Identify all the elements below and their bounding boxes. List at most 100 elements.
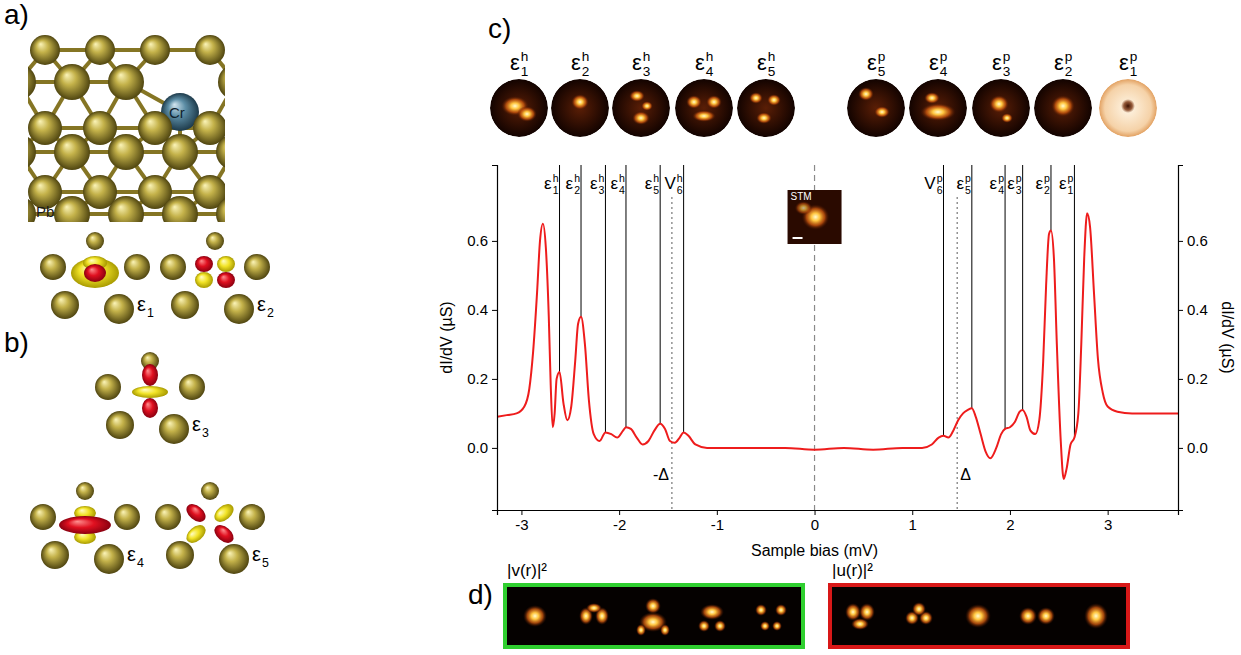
map-blob [706,95,722,109]
label-symbol: V [924,174,936,193]
atom-label: Cr [169,104,185,121]
pb-atom [41,541,69,569]
map-blob [586,603,602,613]
pb-atom [54,196,90,222]
pb-atom [108,64,144,100]
panel-a-structure [28,35,225,222]
label-sub: 5 [878,64,886,79]
label-sub: 4 [619,184,625,196]
pb-atom [216,196,225,222]
axis-line [492,166,498,511]
map-blob [965,604,991,628]
map-blob [636,624,646,636]
pb-atom [159,414,189,444]
map-box [505,585,803,647]
peak-line [581,165,582,317]
map-label: εp1 [1119,49,1137,79]
map-blob [698,620,710,632]
orbital-cluster [155,482,265,574]
map-background [737,79,795,137]
didv-curve [497,213,1178,479]
peak-label: εp2 [1036,172,1051,196]
map-image [675,79,733,137]
label-symbol: ε [257,293,266,315]
pb-atom [179,374,205,400]
map-blob [912,602,926,616]
map-background [972,79,1030,137]
peak-line [683,165,684,432]
tick-label: -1 [711,516,724,533]
box-label: |v(r)|² [507,561,547,580]
peak-label: εh2 [566,172,581,196]
map-blob [756,112,772,124]
pb-atom [83,111,117,145]
pb-atom [108,134,144,170]
tick-label: 3 [1104,516,1112,533]
peak-line [559,165,560,372]
label-sub: 1 [1068,184,1074,196]
pb-atom [160,254,186,280]
pb-atom [155,504,181,530]
label-sub: 6 [677,184,683,196]
pb-atom [218,64,225,100]
label-symbol: ε [757,50,767,75]
tick-mark [1178,310,1183,311]
label-symbol: ε [645,174,653,193]
map-background [551,79,609,137]
tick: -2 [613,510,626,533]
orbital-lobe [132,386,168,398]
peak-label: Vh6 [664,172,682,196]
figure: a)CrPbb)ε1ε2ε3ε4ε5c)εh1εh2εh3εh4εh5εp5εp… [0,0,1241,655]
tick-label: 0.4 [467,301,488,318]
map-blob [660,624,670,636]
tick-mark [1178,379,1183,380]
peak-line [660,165,661,424]
panel-b: ε1ε2ε3ε4ε5 [30,232,274,574]
orbital-cluster [40,232,150,324]
peak-label: Vp6 [924,172,942,196]
label-sub: 5 [262,556,269,570]
label-sub: 3 [1016,184,1022,196]
map-blob [641,101,653,111]
orbital-lobe [217,256,235,272]
orbital-cluster [30,482,140,574]
peak-line [605,165,606,432]
label-sub: 1 [521,64,529,79]
label-sub: 1 [147,306,154,320]
tick: 3 [1104,510,1112,533]
map-label: εh3 [632,49,650,79]
label-sup: p [1065,49,1073,64]
panel-letter: c) [488,13,511,44]
label-sup: h [677,172,683,184]
label-sub: 2 [574,184,580,196]
tick-mark [521,510,522,515]
pb-atom [140,35,170,65]
map-blob [632,111,650,125]
tick-label: 0.0 [467,439,488,456]
map-background [847,79,905,137]
label-symbol: ε [611,174,619,193]
peak-line [1005,165,1006,429]
tick-label: 0.6 [1187,232,1208,249]
y2-axis: 0.00.20.40.6 [1178,166,1208,511]
stm-inset: STM [788,190,842,244]
label-symbol: ε [956,174,964,193]
map-image [490,79,548,137]
pb-atom [162,196,198,222]
map-blob [874,106,890,118]
peak-line [1022,165,1023,410]
tick-label: 1 [909,516,917,533]
pb-atom [30,35,60,65]
label-sup: p [937,172,943,184]
orbital-lobe [183,522,209,547]
map-blob [772,621,782,631]
pb-atom [244,254,270,280]
label-symbol: ε [990,174,998,193]
tick-mark [492,310,497,311]
label-symbol: ε [1007,174,1015,193]
label-sup: p [1003,49,1011,64]
label-symbol: ε [1059,174,1067,193]
label-symbol: ε [632,50,642,75]
map-blob [700,604,724,620]
y2-axis-title: dI/dV (µS) [1219,301,1236,373]
